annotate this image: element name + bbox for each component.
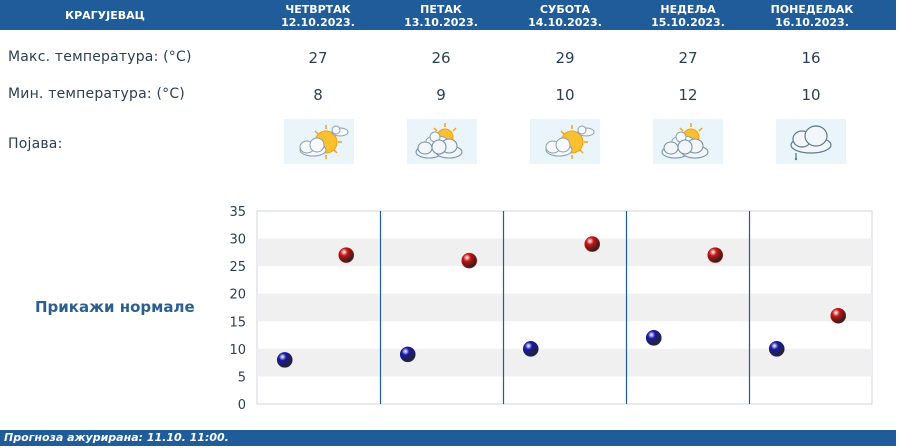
min-temp-point [276, 352, 293, 368]
max-temp-label: Макс. температура: (°C) [8, 49, 192, 65]
min-temp-value: 9 [436, 86, 446, 104]
day-column-header: ПЕТАК 13.10.2023. [393, 0, 489, 30]
min-temp-value: 12 [678, 86, 698, 104]
day-name: СУБОТА [539, 3, 591, 16]
sun-behind-cloud-icon [284, 119, 354, 164]
day-name: ЧЕТВРТАК [285, 3, 351, 16]
min-temp-point [399, 346, 416, 363]
day-name: ПЕТАК [420, 3, 462, 16]
y-tick-label: 0 [238, 398, 246, 413]
y-tick-label: 30 [229, 233, 246, 248]
min-temp-label: Мин. температура: (°C) [8, 86, 185, 102]
day-date: 14.10.2023. [528, 16, 602, 29]
max-temp-value: 27 [678, 49, 698, 67]
day-column-header: СУБОТА 14.10.2023. [517, 0, 613, 30]
weather-label: Појава: [8, 136, 63, 152]
day-name: ПОНЕДЕЉАК [770, 3, 854, 16]
day-column-header: ЧЕТВРТАК 12.10.2023. [270, 0, 366, 30]
y-tick-label: 5 [238, 370, 246, 385]
max-temp-point [707, 247, 724, 263]
partly-cloudy-icon [653, 119, 723, 164]
max-temp-value: 27 [308, 49, 328, 67]
y-tick-label: 20 [229, 288, 246, 303]
forecast-updated-text: Прогноза ажурирана: 11.10. 11:00. [4, 431, 229, 444]
max-temp-point [830, 307, 847, 324]
day-column-header: ПОНЕДЕЉАК 16.10.2023. [760, 0, 864, 30]
max-temp-value: 29 [555, 49, 575, 67]
sun-behind-cloud-icon [530, 119, 600, 164]
show-normals-button[interactable]: Прикажи нормале [35, 298, 195, 316]
forecast-header: КРАГУЈЕВАЦ ЧЕТВРТАК 12.10.2023. ПЕТАК 13… [0, 0, 896, 30]
min-temp-value: 10 [555, 86, 575, 104]
temperature-chart: 0 5 10 15 20 25 30 35 [229, 205, 873, 413]
grid-band [257, 238, 872, 267]
day-date: 13.10.2023. [404, 16, 478, 29]
y-tick-label: 35 [229, 205, 246, 220]
max-temp-point [461, 252, 478, 269]
min-temp-value: 10 [801, 86, 821, 104]
grid-band [257, 293, 872, 322]
y-tick-label: 10 [229, 343, 246, 358]
day-date: 16.10.2023. [775, 16, 849, 29]
max-temp-value: 26 [431, 49, 451, 67]
min-temp-point [768, 341, 785, 357]
max-temp-point [584, 236, 601, 252]
day-column-header: НЕДЕЉА 15.10.2023. [640, 0, 736, 30]
day-date: 15.10.2023. [651, 16, 725, 29]
grid-band [257, 348, 872, 377]
min-temp-point [522, 341, 539, 357]
y-tick-label: 25 [229, 260, 246, 275]
y-tick-label: 15 [229, 315, 246, 330]
partly-cloudy-icon [407, 119, 477, 164]
min-temp-point [645, 330, 662, 346]
day-date: 12.10.2023. [281, 16, 355, 29]
footer-bar: Прогноза ажурирана: 11.10. 11:00. [0, 430, 896, 446]
max-temp-point [338, 247, 355, 263]
cloud-drizzle-icon [776, 119, 846, 164]
max-temp-value: 16 [801, 49, 821, 67]
day-name: НЕДЕЉА [660, 3, 716, 16]
city-name: КРАГУЈЕВАЦ [65, 9, 145, 22]
min-temp-value: 8 [313, 86, 323, 104]
